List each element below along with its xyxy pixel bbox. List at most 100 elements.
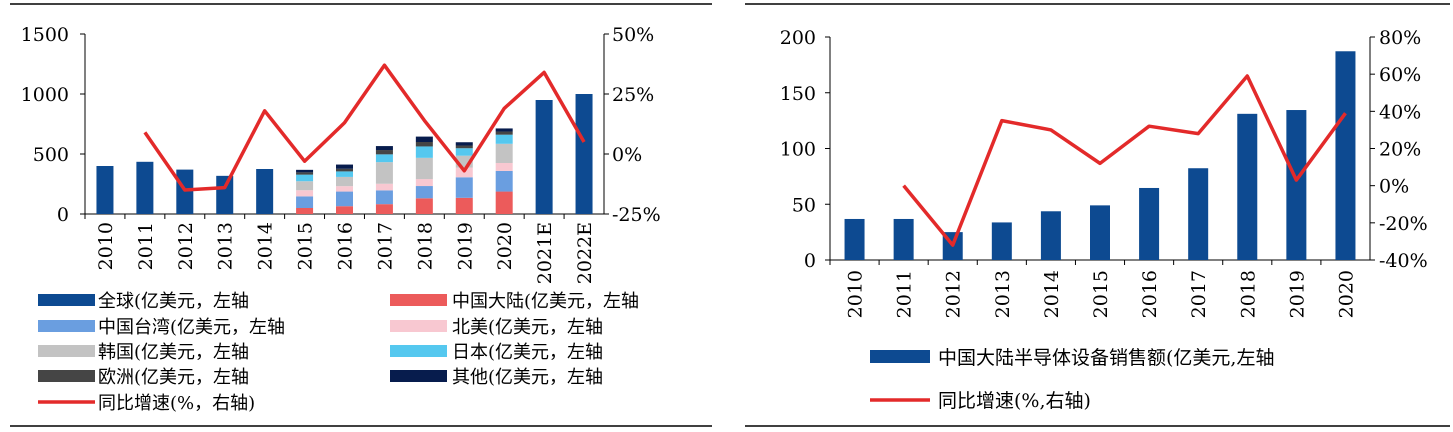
stack-segment — [495, 143, 513, 163]
legend-label: 全球(亿美元，左轴 — [98, 291, 249, 312]
x-tick-label: 2012 — [175, 222, 197, 270]
bar-global — [256, 169, 274, 214]
legend-label: 韩国(亿美元，左轴 — [98, 342, 249, 363]
x-tick-label: 2015 — [1090, 270, 1112, 318]
legend-label: 同比增速(%,右轴) — [938, 390, 1091, 412]
bar-sales — [1188, 168, 1209, 260]
stack-segment — [375, 204, 393, 214]
stack-segment — [336, 171, 353, 177]
legend-label: 日本(亿美元，左轴 — [452, 342, 603, 363]
x-tick-label: 2020 — [1335, 270, 1357, 318]
growth-line — [143, 63, 586, 192]
stack-segment — [296, 172, 314, 175]
bar-sales — [991, 222, 1012, 260]
right-tick-label: 0% — [612, 144, 642, 166]
stack-segment — [455, 148, 473, 156]
left-tick-label: 100 — [780, 139, 816, 161]
x-tick-label: 2018 — [414, 222, 436, 270]
left-tick-label: 0 — [57, 204, 69, 226]
x-tick-label: 2017 — [374, 222, 396, 270]
stack-segment — [415, 142, 433, 147]
stack-segment — [415, 179, 433, 187]
stack-segment — [415, 136, 433, 142]
stack-segment — [495, 191, 513, 214]
x-tick-label: 2011 — [135, 222, 157, 270]
bar-global — [216, 175, 234, 214]
legend-label: 中国大陆(亿美元，左轴 — [452, 291, 639, 312]
stack-segment — [495, 131, 513, 135]
legend-swatch — [38, 320, 95, 332]
chart-panel-right: 0 50 100 150 200 -40% -20% 0% 20% 40% 60% 80% 2010 20… — [725, 0, 1453, 432]
bar-global — [176, 169, 194, 214]
x-tick-label: 2019 — [454, 222, 476, 270]
chart-panel-left: 0 500 1000 1500 -25% 0% 25% 50% 2010 2011 2012 2013… — [0, 0, 725, 432]
x-tick-label: 2012 — [943, 270, 965, 318]
x-tick-label: 2014 — [1041, 270, 1063, 318]
right-tick-label: 60% — [1379, 64, 1421, 86]
stack-segment — [336, 191, 353, 207]
x-tick-label: 2013 — [215, 222, 237, 270]
stack-segment — [495, 128, 513, 132]
stack-segment — [455, 142, 473, 146]
legend-label: 欧洲(亿美元，左轴 — [98, 367, 249, 388]
stack-segment — [375, 190, 393, 205]
stack-segment — [375, 154, 393, 163]
stack-segment — [336, 206, 353, 214]
stack-segment — [495, 134, 513, 144]
bar-global — [535, 100, 553, 214]
right-tick-label: 25% — [612, 84, 654, 106]
x-tick-label: 2022E — [574, 222, 596, 284]
right-tick-label: 50% — [612, 24, 654, 46]
right-tick-label: 0% — [1379, 176, 1409, 198]
bar-global — [136, 161, 154, 214]
bar-sales — [893, 218, 914, 260]
stack-segment — [495, 163, 513, 171]
left-tick-label: 200 — [780, 27, 816, 49]
right-tick-label: 20% — [1379, 139, 1421, 161]
growth-line — [902, 74, 1347, 247]
bar-sales — [1335, 51, 1356, 260]
bar-sales — [844, 218, 865, 260]
stack-segment — [455, 177, 473, 198]
left-tick-label: 1500 — [21, 24, 69, 46]
bar-sales — [1139, 187, 1160, 260]
left-tick-label: 1000 — [21, 84, 69, 106]
stack-segment — [375, 162, 393, 184]
x-tick-label: 2015 — [295, 222, 317, 270]
x-tick-label: 2013 — [992, 270, 1014, 318]
stack-segment — [455, 197, 473, 214]
legend-label: 其他(亿美元，左轴 — [452, 367, 603, 388]
x-tick-label: 2014 — [255, 222, 277, 270]
legend-swatch — [390, 345, 447, 357]
x-tick-label: 2020 — [494, 222, 516, 270]
stack-segment — [495, 170, 513, 192]
x-tick-label: 2016 — [335, 222, 357, 270]
right-tick-label: 40% — [1379, 101, 1421, 123]
stack-segment — [336, 168, 353, 172]
stack-segment — [375, 146, 393, 151]
chart-right: 0 50 100 150 200 -40% -20% 0% 20% 40% 60% 80% 2010 20… — [745, 3, 1450, 427]
bar-sales — [1286, 110, 1307, 260]
stack-segment — [296, 208, 314, 214]
stack-segment — [415, 186, 433, 199]
legend-swatch — [390, 370, 447, 382]
stack-segment — [296, 174, 314, 182]
stack-segment — [296, 196, 314, 208]
right-tick-label: -25% — [612, 204, 661, 226]
stack-segment — [336, 176, 353, 187]
left-tick-label: 150 — [780, 83, 816, 105]
legend-swatch — [38, 294, 95, 306]
legend-label: 同比增速(%，右轴) — [98, 393, 255, 414]
x-tick-label: 2010 — [95, 222, 117, 270]
right-tick-label: -40% — [1379, 250, 1428, 272]
x-tick-label: 2017 — [1188, 270, 1210, 318]
stack-segment — [415, 198, 433, 214]
stack-segment — [375, 150, 393, 155]
stack-segment — [455, 145, 473, 149]
bar-sales — [1237, 113, 1258, 260]
stack-segment — [455, 155, 473, 168]
stack-segment — [296, 169, 314, 173]
legend-swatch — [38, 370, 95, 382]
legend-label: 中国台湾(亿美元，左轴 — [98, 317, 285, 338]
